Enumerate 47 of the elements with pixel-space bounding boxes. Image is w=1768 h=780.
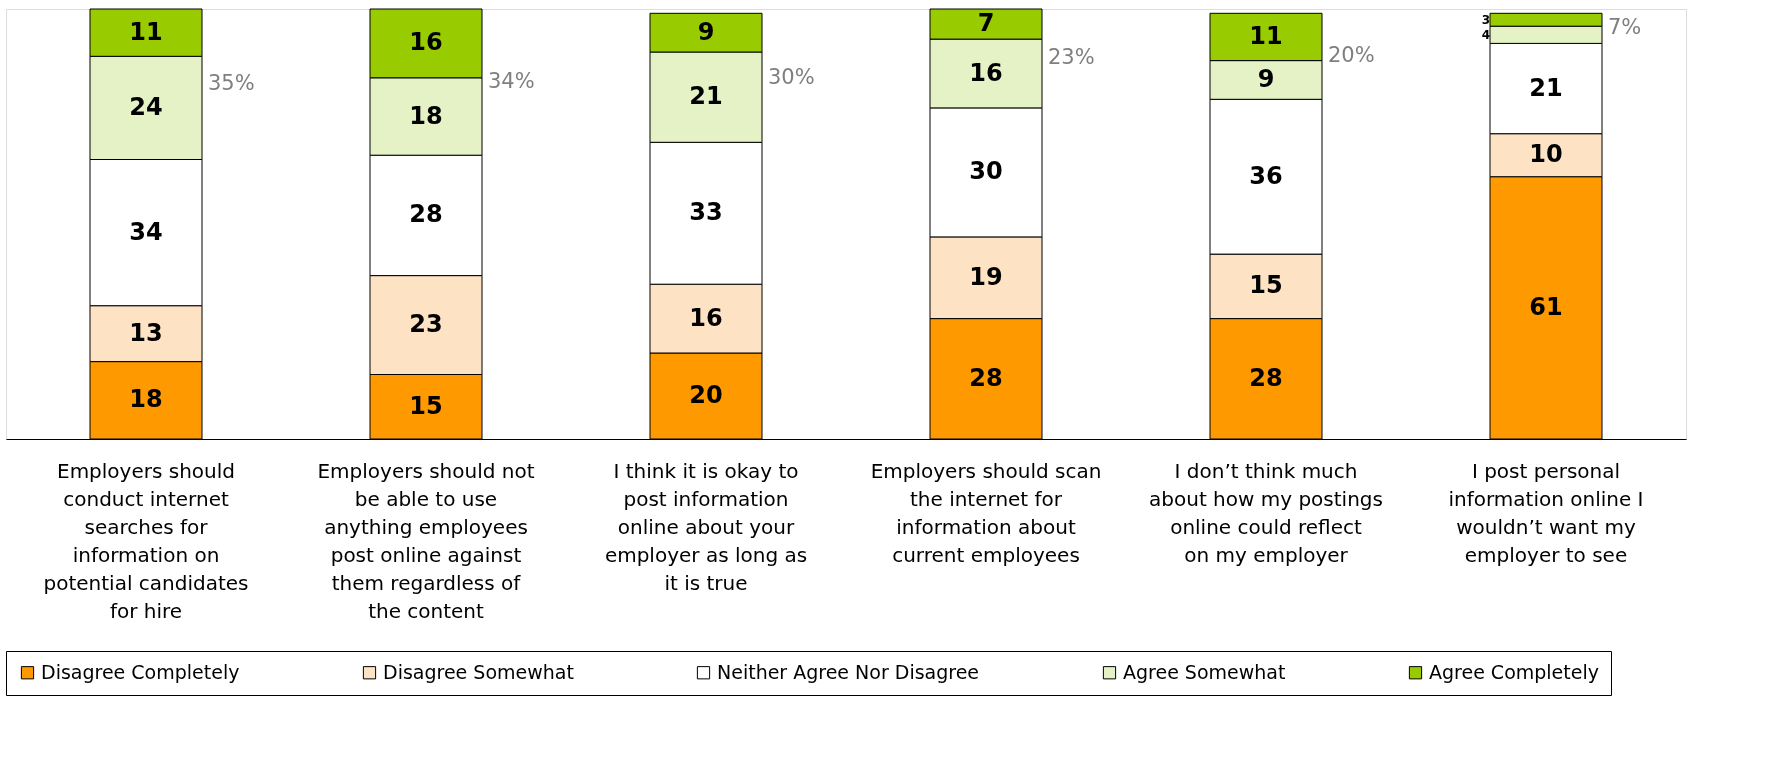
legend-label: Disagree Somewhat: [383, 660, 574, 683]
data-label: 61: [1529, 292, 1563, 321]
data-label: 10: [1529, 140, 1563, 169]
legend-label: Disagree Completely: [41, 660, 240, 683]
data-label: 16: [689, 303, 723, 332]
data-label: 18: [129, 385, 163, 414]
data-label: 13: [129, 318, 163, 347]
data-label: 33: [689, 198, 723, 227]
data-label: 24: [129, 92, 163, 121]
data-label: 4: [1481, 27, 1490, 42]
annotation: 20%: [1328, 43, 1375, 68]
x-tick-label: Employers should not be able to use anything employees post online against them regardless of the content: [317, 458, 535, 623]
data-label: 15: [1249, 271, 1283, 300]
annotation: 30%: [768, 64, 815, 89]
x-tick-label: Employers should scan the internet for information about current employees: [870, 458, 1102, 567]
data-label: 7: [977, 9, 995, 38]
data-label: 23: [409, 310, 443, 339]
data-label: 34: [129, 217, 163, 246]
data-label: 28: [409, 200, 443, 229]
data-label: 28: [1249, 363, 1283, 392]
data-label: 9: [697, 17, 715, 46]
data-label: 18: [409, 101, 443, 130]
x-tick-label: I don’t think much about how my postings online could reflect on my employer: [1149, 458, 1383, 567]
data-label: 11: [129, 17, 163, 46]
legend-label: Agree Somewhat: [1123, 660, 1286, 683]
data-label: 9: [1257, 64, 1275, 93]
data-label: 28: [969, 363, 1003, 392]
data-label: 21: [1529, 73, 1563, 102]
x-tick-label: I think it is okay to post information online about your employer as long as it is true: [604, 458, 808, 595]
legend-label: Neither Agree Nor Disagree: [717, 660, 980, 683]
annotation: 7%: [1608, 15, 1642, 40]
data-label: 19: [969, 262, 1003, 291]
annotation: 23%: [1048, 45, 1095, 70]
data-label: 21: [689, 82, 723, 111]
data-label: 16: [969, 58, 1003, 87]
data-label: 3: [1481, 12, 1490, 27]
x-tick-label: I post personal information online I wouldn’t want my employer to see: [1448, 458, 1644, 567]
data-label: 30: [969, 157, 1003, 186]
data-label: 36: [1249, 161, 1283, 190]
data-label: 20: [689, 381, 723, 409]
legend-label: Agree Completely: [1429, 660, 1599, 683]
annotation: 35%: [208, 71, 255, 96]
data-label: 16: [409, 28, 443, 57]
data-label: 15: [409, 391, 443, 420]
data-label: 11: [1249, 21, 1283, 50]
x-tick-label: Employers should conduct internet searches for information on potential candidates for hire: [43, 458, 249, 623]
annotation: 34%: [488, 69, 535, 94]
